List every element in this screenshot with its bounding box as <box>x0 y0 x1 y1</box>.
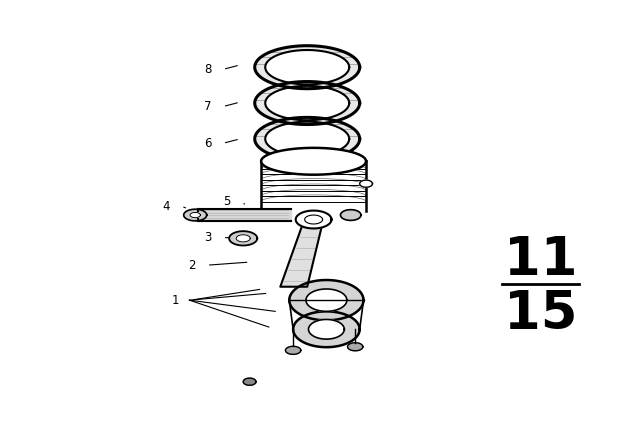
Polygon shape <box>255 117 360 160</box>
Polygon shape <box>280 220 323 287</box>
Polygon shape <box>255 117 360 160</box>
Polygon shape <box>296 211 332 228</box>
Polygon shape <box>255 82 360 125</box>
Polygon shape <box>255 46 360 89</box>
Polygon shape <box>255 82 360 125</box>
Polygon shape <box>265 50 349 84</box>
Polygon shape <box>236 235 250 242</box>
Text: 11: 11 <box>504 234 577 286</box>
Polygon shape <box>360 180 372 187</box>
Polygon shape <box>261 161 366 211</box>
Text: 1: 1 <box>172 293 179 307</box>
Text: 6: 6 <box>204 137 211 150</box>
Polygon shape <box>265 86 349 120</box>
Polygon shape <box>306 289 347 311</box>
Polygon shape <box>184 209 207 221</box>
Text: 4: 4 <box>162 199 170 213</box>
Polygon shape <box>265 122 349 156</box>
Polygon shape <box>289 280 364 320</box>
Polygon shape <box>198 209 291 221</box>
Polygon shape <box>243 378 256 385</box>
Polygon shape <box>348 343 363 351</box>
Polygon shape <box>308 319 344 339</box>
Polygon shape <box>305 215 323 224</box>
Text: 7: 7 <box>204 100 211 113</box>
Polygon shape <box>293 311 360 347</box>
Text: 15: 15 <box>504 288 577 340</box>
Polygon shape <box>255 46 360 89</box>
Text: 2: 2 <box>188 258 195 272</box>
Text: 5: 5 <box>223 195 230 208</box>
Text: 3: 3 <box>204 231 211 244</box>
Polygon shape <box>285 346 301 354</box>
Polygon shape <box>340 210 361 220</box>
Polygon shape <box>261 148 366 175</box>
Polygon shape <box>229 231 257 246</box>
Text: 8: 8 <box>204 63 211 76</box>
Polygon shape <box>190 212 200 218</box>
